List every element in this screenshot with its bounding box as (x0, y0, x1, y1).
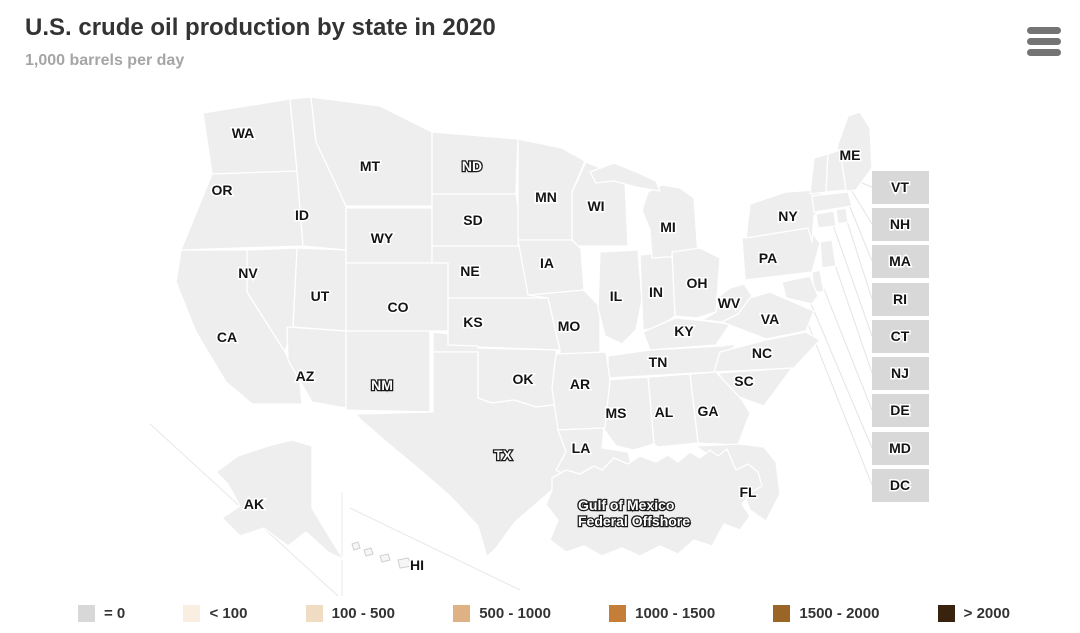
state-MT[interactable] (310, 96, 433, 207)
state-VT[interactable] (809, 153, 829, 195)
menu-bar (1027, 27, 1061, 34)
legend-label-1: < 100 (209, 605, 248, 622)
leader-line-MD (805, 291, 873, 449)
state-IA[interactable] (517, 239, 585, 296)
state-CT[interactable] (815, 210, 837, 229)
state-TX[interactable] (355, 351, 576, 558)
leader-line-DC (799, 303, 873, 486)
legend-item-5[interactable]: 1500 - 2000 (773, 605, 879, 622)
state-SD[interactable] (431, 193, 521, 247)
state-WY[interactable] (345, 207, 433, 264)
state-MD[interactable] (781, 275, 819, 305)
state-CA[interactable] (175, 249, 303, 405)
state-box-MD[interactable] (872, 432, 929, 465)
legend-swatch-6 (937, 605, 955, 622)
legend-item-4[interactable]: 1000 - 1500 (609, 605, 715, 622)
state-VA[interactable] (721, 291, 815, 340)
leader-line-NJ (831, 255, 873, 374)
state-WA[interactable] (202, 98, 298, 175)
legend-swatch-0 (78, 605, 95, 622)
legend-item-1[interactable]: < 100 (183, 605, 247, 622)
legend-item-0[interactable]: = 0 (78, 605, 125, 622)
menu-bar (1027, 49, 1061, 56)
us-map: WA OR ID MT WY NV UT CA AZ NM CO ND SD N… (149, 96, 929, 597)
state-box-MA[interactable] (872, 245, 929, 278)
legend-label-5: 1500 - 2000 (799, 605, 880, 622)
state-MI[interactable] (641, 184, 699, 259)
state-AK[interactable] (215, 439, 345, 561)
legend-swatch-2 (305, 605, 323, 622)
legend-swatch-5 (773, 605, 791, 622)
state-MS[interactable] (602, 376, 655, 451)
state-HI-island[interactable] (363, 547, 374, 557)
leader-line-DE (821, 283, 873, 411)
state-AR[interactable] (551, 351, 611, 431)
state-OR[interactable] (180, 170, 304, 251)
state-box-NH[interactable] (872, 208, 929, 241)
state-HI-island[interactable] (379, 553, 391, 563)
state-UT[interactable] (292, 247, 347, 332)
legend-swatch-1 (183, 605, 201, 622)
legend-item-6[interactable]: > 2000 (937, 605, 1010, 622)
legend-label-6: > 2000 (963, 605, 1010, 622)
menu-bar (1027, 38, 1061, 45)
region-gulf-of-mexico-federal-offshore[interactable] (545, 448, 763, 557)
state-IL[interactable] (597, 249, 643, 345)
leader-line-CT (831, 221, 873, 337)
state-MA[interactable] (811, 191, 853, 213)
state-AZ[interactable] (286, 326, 347, 409)
state-box-CT[interactable] (872, 320, 929, 353)
legend: = 0 < 100 100 - 500 500 - 1000 1000 - 15… (0, 605, 1080, 622)
leader-line-MA (847, 201, 873, 262)
state-IN[interactable] (639, 251, 676, 331)
state-label-HI: HI (410, 557, 424, 573)
state-box-RI[interactable] (872, 283, 929, 316)
state-box-NJ[interactable] (872, 357, 929, 390)
us-map-container: WA OR ID MT WY NV UT CA AZ NM CO ND SD N… (0, 88, 1080, 604)
state-NH[interactable] (825, 149, 847, 193)
legend-label-4: 1000 - 1500 (635, 605, 716, 622)
state-ND[interactable] (431, 131, 519, 195)
chart-subtitle: 1,000 barrels per day (25, 51, 185, 69)
page-title: U.S. crude oil production by state in 20… (25, 14, 496, 41)
state-box-DE[interactable] (872, 394, 929, 427)
state-HI-island[interactable] (397, 557, 413, 569)
legend-label-0: = 0 (104, 605, 126, 622)
state-NM[interactable] (345, 330, 431, 413)
legend-swatch-4 (609, 605, 627, 622)
state-CO[interactable] (345, 262, 449, 332)
legend-item-3[interactable]: 500 - 1000 (453, 605, 551, 622)
state-RI[interactable] (835, 207, 849, 225)
state-box-DC[interactable] (872, 469, 929, 502)
legend-label-2: 100 - 500 (331, 605, 396, 622)
state-HI-island[interactable] (351, 541, 361, 551)
state-KS[interactable] (447, 297, 561, 351)
state-AL[interactable] (647, 373, 699, 448)
legend-swatch-3 (453, 605, 471, 622)
hamburger-menu-icon[interactable] (1027, 27, 1061, 56)
chart-header: U.S. crude oil production by state in 20… (25, 14, 496, 70)
state-NJ[interactable] (819, 239, 837, 269)
state-OH[interactable] (671, 247, 721, 319)
legend-item-2[interactable]: 100 - 500 (305, 605, 396, 622)
state-MI-upper-peninsula[interactable] (589, 162, 661, 192)
legend-label-3: 500 - 1000 (479, 605, 551, 622)
state-box-VT[interactable] (872, 171, 929, 204)
leader-line-RI (845, 217, 873, 300)
inset-divider-line (349, 507, 521, 591)
